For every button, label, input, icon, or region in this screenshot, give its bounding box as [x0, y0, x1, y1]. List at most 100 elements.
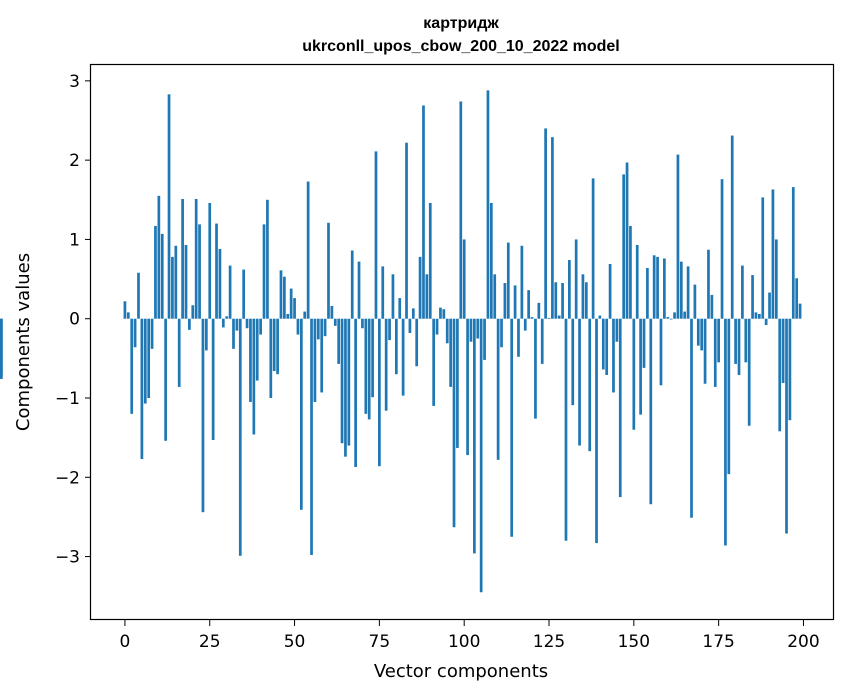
bar: [751, 275, 754, 319]
bar: [686, 266, 690, 319]
bar: [768, 292, 771, 319]
bar: [191, 305, 195, 319]
bar: [428, 202, 432, 319]
bar: [252, 318, 256, 435]
bar: [150, 318, 154, 349]
bar: [310, 318, 313, 555]
bar: [177, 318, 181, 387]
bar: [639, 318, 642, 415]
bar: [557, 315, 561, 319]
bar: [629, 225, 632, 319]
y-tick-label: 0: [69, 310, 80, 330]
bar: [160, 233, 164, 319]
bar: [232, 318, 235, 349]
x-tick-label: 150: [618, 632, 650, 652]
bar: [194, 198, 198, 319]
bar: [249, 318, 252, 402]
bar: [649, 318, 653, 505]
bar: [435, 318, 439, 335]
bar: [741, 265, 744, 319]
bar: [781, 318, 785, 383]
y-tick-label: −2: [55, 468, 80, 488]
bar: [473, 318, 476, 554]
bar: [432, 318, 436, 406]
bar: [652, 255, 656, 319]
bar: [147, 318, 151, 398]
bar: [462, 239, 466, 319]
bar: [730, 135, 734, 319]
bar: [605, 318, 609, 375]
bar: [293, 298, 296, 319]
bar: [126, 312, 130, 319]
bar: [707, 249, 710, 319]
bar: [143, 318, 147, 404]
bar: [588, 318, 592, 452]
bar: [333, 318, 337, 326]
bar: [486, 90, 490, 319]
bar: [394, 318, 398, 375]
bar: [503, 283, 507, 319]
bar: [289, 288, 293, 319]
bar: [123, 301, 127, 319]
y-tick-label: −1: [55, 389, 80, 409]
chart-title-line1: картридж: [423, 15, 499, 32]
x-tick-label: 125: [533, 632, 565, 652]
bar: [320, 318, 324, 393]
bar: [496, 318, 500, 460]
bar: [381, 266, 385, 319]
bar: [744, 318, 748, 363]
bar: [625, 162, 629, 319]
bar: [622, 174, 626, 319]
bar: [459, 101, 463, 319]
bar: [666, 317, 670, 319]
y-tick-label: 2: [69, 151, 80, 171]
bar: [584, 282, 588, 319]
bar: [466, 318, 469, 456]
bar: [439, 307, 442, 319]
bar: [211, 318, 215, 441]
bar: [384, 318, 388, 411]
bar: [683, 311, 687, 319]
plot-area-frame: [89, 63, 835, 621]
bar: [255, 318, 259, 381]
bar: [642, 318, 646, 368]
bar: [316, 318, 320, 340]
bar: [608, 264, 612, 319]
bar: [164, 318, 167, 441]
bar: [157, 195, 161, 319]
bar: [401, 318, 405, 396]
bar: [615, 318, 619, 342]
y-tick-label: 3: [69, 72, 80, 92]
bar: [306, 181, 310, 319]
bar: [167, 94, 171, 319]
bar: [171, 256, 174, 319]
bar: [204, 318, 208, 351]
bar: [228, 265, 232, 319]
bar: [700, 318, 704, 351]
bar: [181, 198, 184, 319]
bar: [374, 151, 378, 319]
bar: [445, 318, 449, 344]
bar: [774, 239, 778, 319]
bar: [344, 318, 347, 457]
bar: [618, 318, 622, 498]
bar: [724, 318, 727, 546]
bar: [554, 282, 558, 319]
bar: [425, 274, 429, 319]
bar: [449, 318, 452, 387]
x-tick-label: 200: [787, 632, 819, 652]
bar: [713, 318, 717, 387]
bar: [601, 318, 605, 370]
bar: [350, 250, 354, 319]
bar: [235, 318, 239, 331]
bar: [198, 224, 201, 319]
x-tick-label: 175: [702, 632, 734, 652]
bar: [581, 274, 585, 319]
bar: [568, 260, 571, 319]
bar: [574, 239, 578, 319]
bar: [764, 318, 768, 326]
bar: [398, 298, 402, 319]
bars-group: [0, 90, 802, 593]
bar: [517, 318, 520, 357]
bar: [184, 244, 188, 319]
